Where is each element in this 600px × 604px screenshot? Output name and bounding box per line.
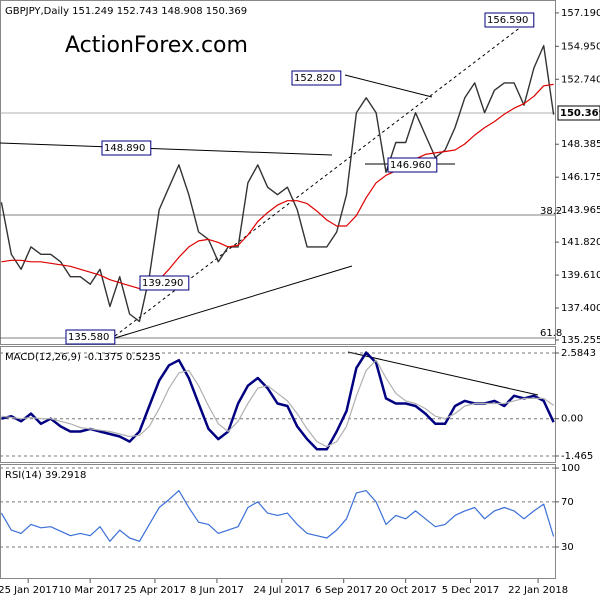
x-tick-label: 25 Jan 2017 (0, 585, 58, 596)
trendline (114, 265, 353, 339)
price-label: 150.369 (560, 108, 600, 119)
y-tick-label: 152.740 (561, 74, 600, 85)
price-label: 148.890 (104, 143, 145, 154)
watermark: ActionForex.com (65, 33, 248, 58)
fib-label: 61.8 (540, 328, 562, 339)
x-tick-label: 6 Sep 2017 (315, 585, 372, 596)
y-tick-label: 100 (561, 463, 580, 474)
series-line (1, 359, 554, 448)
y-tick-label: 154.950 (561, 41, 600, 52)
y-tick-label: 148.385 (561, 139, 600, 150)
x-tick-label: 10 Mar 2017 (58, 585, 121, 596)
rsi-panel (0, 464, 556, 579)
x-tick-label: 22 Jan 2018 (508, 585, 568, 596)
y-tick-label: 70 (561, 497, 574, 508)
macd-trendline (347, 351, 539, 396)
series-line (1, 83, 554, 290)
panel-title: RSI(14) 39.2918 (5, 470, 86, 481)
y-tick-label: 146.175 (561, 172, 600, 183)
y-tick-label: 0.00 (561, 414, 583, 425)
series-line (0, 490, 555, 542)
price-label-box (291, 70, 342, 86)
series-line (0, 44, 555, 323)
y-tick-label: 139.610 (561, 270, 600, 281)
price-label-box (484, 12, 535, 28)
price-label-box (101, 140, 152, 156)
y-tick-label: 157.190 (561, 8, 600, 19)
y-tick-label: 137.400 (561, 303, 600, 314)
x-tick-label: 24 Jul 2017 (253, 585, 310, 596)
price-label-box (387, 157, 438, 173)
price-label: 139.290 (142, 278, 183, 289)
price-panel (0, 0, 556, 345)
y-tick-label: 143.965 (561, 205, 600, 216)
price-label: 156.590 (487, 15, 528, 26)
trendline (0, 142, 333, 156)
x-tick-label: 5 Dec 2017 (442, 585, 500, 596)
trendline (344, 74, 433, 98)
price-label: 152.820 (294, 73, 335, 84)
price-label-box (65, 329, 116, 345)
y-tick-label: 135.255 (561, 335, 600, 346)
x-tick-label: 25 Apr 2017 (124, 585, 186, 596)
y-tick-label: 141.820 (561, 237, 600, 248)
panel-title: GBPJPY,Daily 151.249 152.743 148.908 150… (5, 6, 247, 17)
x-tick-label: 8 Jun 2017 (190, 585, 244, 596)
last-price-box (557, 105, 600, 121)
price-label: 135.580 (68, 332, 109, 343)
price-label: 146.960 (390, 160, 431, 171)
price-label-box (139, 275, 190, 291)
panel-title: MACD(12,26,9) -0.1375 0.5235 (5, 352, 161, 363)
y-tick-label: 30 (561, 542, 574, 553)
x-tick-label: 20 Oct 2017 (375, 585, 437, 596)
y-tick-label: 2.5843 (561, 348, 596, 359)
macd-panel (0, 346, 556, 463)
y-tick-label: -1.465 (561, 451, 593, 462)
fib-label: 38.2 (540, 206, 562, 217)
